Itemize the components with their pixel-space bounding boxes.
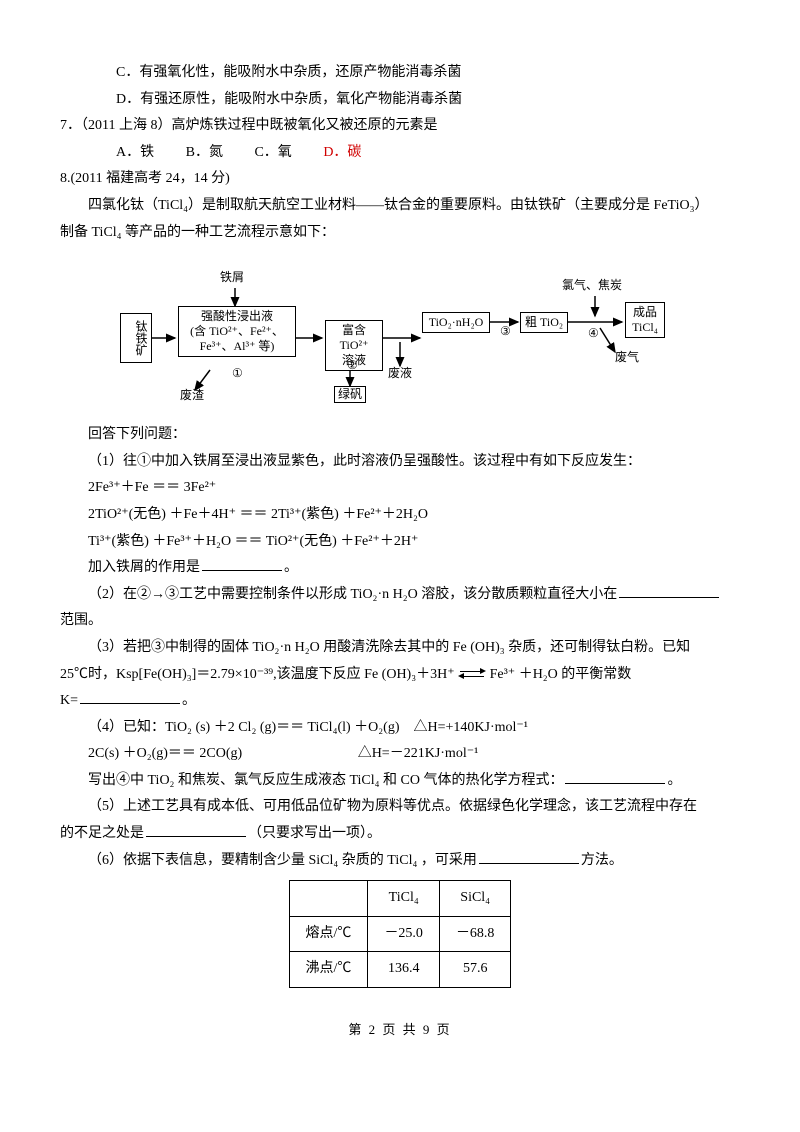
q7-opt-c: C．氧 (254, 145, 291, 160)
diagram-out-1: 废渣 (180, 388, 204, 402)
p5b: 的不足之处是 （只要求写出一项）。 (60, 821, 740, 848)
diagram-circ-2: ② (347, 358, 358, 372)
row-bp: 沸点/℃ (289, 952, 368, 988)
diagram-out-2b: 废液 (388, 366, 412, 380)
p3c: K=。 (60, 688, 740, 715)
diagram-circ-4: ④ (588, 326, 599, 340)
diagram-label-tiexie: 铁屑 (220, 270, 244, 284)
p1-intro: （1）往①中加入铁屑至浸出液显紫色，此时溶液仍呈强酸性。该过程中有如下反应发生： (60, 449, 740, 476)
bp-ticl4: 136.4 (368, 952, 440, 988)
blank-1[interactable] (202, 556, 282, 571)
diagram-out-5: 废气 (615, 350, 639, 364)
p6: （6）依据下表信息，要精制含少量 SiCl₄ 杂质的 TiCl₄ ，可采用 方法。 (60, 848, 740, 875)
blank-2[interactable] (619, 583, 719, 598)
th-ticl4: TiCl₄ (368, 881, 440, 917)
blank-6[interactable] (479, 849, 579, 864)
diagram-box1-l3: Fe³⁺、Al³⁺ 等) (182, 339, 292, 354)
th-sicl4: SiCl₄ (439, 881, 511, 917)
p5a: （5）上述工艺具有成本低、可用低品位矿物为原料等优点。依据绿色化学理念，该工艺流… (60, 794, 740, 821)
p4c: 写出④中 TiO₂ 和焦炭、氯气反应生成液态 TiCl₄ 和 CO 气体的热化学… (60, 768, 740, 795)
diagram-box5-l1: 成品 (629, 305, 661, 320)
page-footer: 第 2 页 共 9 页 (60, 1018, 740, 1043)
p1-ask-text: 加入铁屑的作用是 (88, 560, 200, 575)
p2-line: （2）在②→③工艺中需要控制条件以形成 TiO₂·n H₂O 溶胶，该分散质颗粒… (60, 582, 740, 609)
p2-line2: 范围。 (60, 608, 740, 635)
q8-lead1: 四氯化钛（TiCl₄）是制取航天航空工业材料——钛合金的重要原料。由钛铁矿（主要… (60, 193, 740, 220)
diagram-box-3: TiO₂·nH₂O (422, 312, 490, 333)
equilibrium-arrow-icon (458, 669, 486, 679)
answer-header: 回答下列问题： (60, 422, 740, 449)
q7-opt-d: D．碳 (323, 145, 361, 160)
properties-table: TiCl₄ SiCl₄ 熔点/℃ －25.0 －68.8 沸点/℃ 136.4 … (289, 880, 512, 988)
diagram-box5-l2: TiCl₄ (629, 320, 661, 335)
p5b-pre: 的不足之处是 (60, 826, 144, 841)
diagram-box1-l1: 强酸性浸出液 (182, 309, 292, 324)
p2a-text: （2）在②→③工艺中需要控制条件以形成 TiO₂·n H₂O 溶胶，该分散质颗粒… (88, 587, 617, 602)
p3b: 25℃时，Ksp[Fe(OH)₃]＝2.79×10⁻³⁹,该温度下反应 Fe (… (60, 662, 740, 689)
q7-options: A．铁 B．氮 C．氧 D．碳 (60, 140, 740, 167)
q8-head: 8.(2011 福建高考 24，14 分) (60, 166, 740, 193)
mp-sicl4: －68.8 (439, 916, 511, 952)
p3a: （3）若把③中制得的固体 TiO₂·n H₂O 用酸清洗除去其中的 Fe (OH… (60, 635, 740, 662)
p6a-text: （6）依据下表信息，要精制含少量 SiCl₄ 杂质的 TiCl₄ ，可采用 (88, 853, 477, 868)
p6a-post: 方法。 (581, 853, 623, 868)
diagram-box-ore: 钛铁矿 (120, 313, 152, 363)
option-c: C．有强氧化性，能吸附水中杂质，还原产物能消毒杀菌 (60, 60, 740, 87)
blank-4[interactable] (565, 769, 665, 784)
p4b: 2C(s) ＋O₂(g)＝＝ 2CO(g) △H=－221KJ·mol⁻¹ (60, 741, 740, 768)
diagram-box-4: 粗 TiO₂ (520, 312, 568, 333)
p4c-text: 写出④中 TiO₂ 和焦炭、氯气反应生成液态 TiCl₄ 和 CO 气体的热化学… (88, 773, 563, 788)
process-diagram: 铁屑 钛铁矿 强酸性浸出液 (含 TiO²⁺、Fe²⁺、 Fe³⁺、Al³⁺ 等… (120, 258, 680, 408)
diagram-in-4: 氯气、焦炭 (562, 278, 622, 292)
eq3: Ti³⁺(紫色) ＋Fe³⁺＋H₂O ＝＝ TiO²⁺(无色) ＋Fe²⁺＋2H… (60, 529, 740, 556)
p5b-post: （只要求写出一项）。 (248, 826, 381, 841)
q8-lead2: 制备 TiCl₄ 等产品的一种工艺流程示意如下： (60, 220, 740, 247)
diagram-box1-l2: (含 TiO²⁺、Fe²⁺、 (182, 324, 292, 339)
row-mp: 熔点/℃ (289, 916, 368, 952)
diagram-box2-l1: 富含 TiO²⁺ (329, 323, 379, 353)
p1-ask: 加入铁屑的作用是。 (60, 555, 740, 582)
diagram-box-1: 强酸性浸出液 (含 TiO²⁺、Fe²⁺、 Fe³⁺、Al³⁺ 等) (178, 306, 296, 357)
option-d: D．有强还原性，能吸附水中杂质，氧化产物能消毒杀菌 (60, 87, 740, 114)
q7-opt-b: B．氮 (186, 145, 223, 160)
eq1: 2Fe³⁺＋Fe ＝＝ 3Fe²⁺ (60, 475, 740, 502)
bp-sicl4: 57.6 (439, 952, 511, 988)
blank-5[interactable] (146, 822, 246, 837)
diagram-circ-3: ③ (500, 324, 511, 338)
p3b-pre: 25℃时，Ksp[Fe(OH)₃]＝2.79×10⁻³⁹,该温度下反应 Fe (… (60, 667, 458, 682)
mp-ticl4: －25.0 (368, 916, 440, 952)
p3b-post: Fe³⁺ ＋H₂O 的平衡常数 (486, 667, 631, 682)
diagram-box-5: 成品 TiCl₄ (625, 302, 665, 338)
diagram-out-2a: 绿矾 (334, 386, 366, 403)
eq2: 2TiO²⁺(无色) ＋Fe＋4H⁺ ＝＝ 2Ti³⁺(紫色) ＋Fe²⁺＋2H… (60, 502, 740, 529)
p4a: （4）已知：TiO₂ (s) ＋2 Cl₂ (g)＝＝ TiCl₄(l) ＋O₂… (60, 715, 740, 742)
blank-3[interactable] (80, 689, 180, 704)
diagram-circ-1: ① (232, 366, 243, 380)
q7-opt-a: A．铁 (116, 145, 154, 160)
p3c-text: K= (60, 693, 78, 708)
q7-stem: 7．（2011 上海 8）高炉炼铁过程中既被氧化又被还原的元素是 (60, 113, 740, 140)
